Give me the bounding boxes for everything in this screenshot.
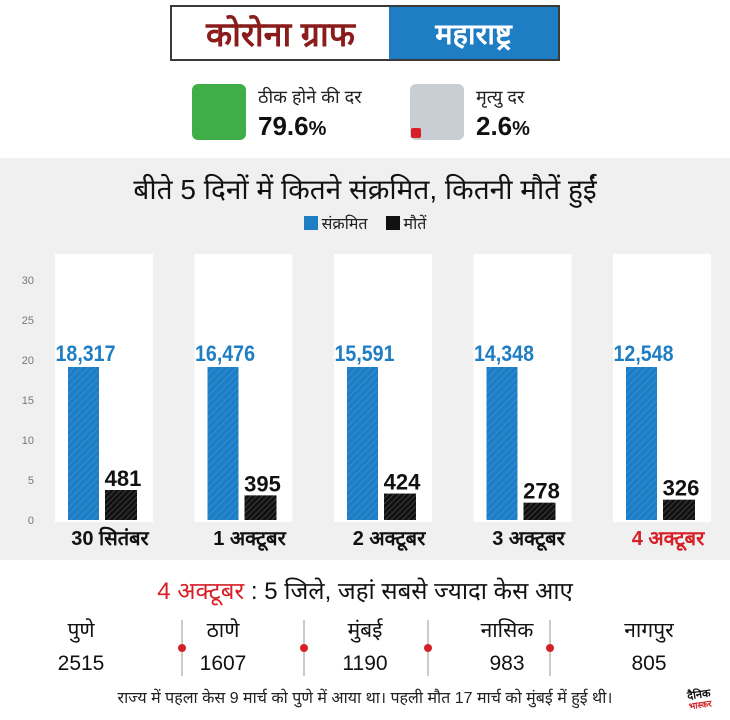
bar-deaths-label: 278	[523, 479, 560, 504]
y-tick-label: 30	[22, 275, 34, 287]
publisher-logo: दैनिक भास्कर	[686, 687, 713, 712]
category-label: 3 अक्टूबर	[492, 528, 565, 551]
bar-deaths-label: 326	[663, 476, 700, 501]
district-count: 805	[631, 652, 667, 675]
death-rate-swatch	[410, 84, 464, 140]
district-item: ठाणे 1607	[152, 616, 294, 680]
districts-list: पुणे 2515 ठाणे 1607 मुंबई 1190 नासिक 983…	[10, 616, 720, 680]
legend-label-infected: संक्रमित	[321, 216, 368, 233]
y-tick-label: 10	[22, 435, 34, 447]
bar-infected-label: 14,348	[474, 341, 534, 366]
bar-infected	[626, 367, 657, 520]
districts-heading-text: 5 जिले, जहां सबसे ज्यादा केस आए	[264, 578, 573, 605]
bar-deaths-label: 481	[105, 466, 142, 491]
death-rate-label: मृत्यु दर	[476, 87, 525, 107]
bar-infected-label: 12,548	[614, 341, 674, 366]
y-tick-label: 15	[22, 395, 34, 407]
category-label: 30 सितंबर	[71, 526, 149, 550]
chart-title: बीते 5 दिनों में कितने संक्रमित, कितनी म…	[133, 174, 597, 205]
graph-title: कोरोना ग्राफ	[172, 7, 389, 59]
category-label: 2 अक्टूबर	[353, 528, 426, 551]
footer-note: राज्य में पहला केस 9 मार्च को पुणे में आ…	[117, 690, 613, 707]
bar-infected-label: 18,317	[56, 341, 116, 366]
bar-infected	[68, 367, 99, 520]
district-name: मुंबई	[347, 619, 383, 642]
bar-infected-label: 16,476	[195, 341, 255, 366]
legend-item-infected: संक्रमित	[303, 212, 368, 234]
district-count: 1190	[342, 652, 388, 675]
bar-deaths	[105, 490, 137, 520]
state-title: महाराष्ट्र	[389, 7, 558, 59]
bar-infected	[207, 367, 239, 520]
bar-deaths	[663, 499, 695, 520]
y-tick-label: 0	[28, 515, 34, 527]
bar-deaths-label: 395	[244, 471, 281, 496]
title-bar: कोरोना ग्राफ महाराष्ट्र	[170, 5, 560, 61]
district-separator	[178, 620, 186, 676]
bar-deaths-label: 424	[384, 470, 421, 495]
district-name: नासिक	[480, 619, 534, 642]
bar-infected	[486, 367, 518, 520]
chart-panel: बीते 5 दिनों में कितने संक्रमित, कितनी म…	[0, 158, 730, 560]
district-name: ठाणे	[206, 619, 240, 642]
y-tick-label: 5	[28, 475, 34, 487]
chart-legend: संक्रमित मौतें	[0, 212, 730, 234]
districts-heading-separator: :	[244, 578, 265, 605]
district-item: मुंबई 1190	[294, 616, 436, 680]
recovery-rate-swatch	[192, 84, 246, 140]
district-separator	[546, 620, 554, 676]
bar-chart: 0 5 10 15 20 25 30 18,317 481 30 सितंबर 16,476 395 1…	[22, 254, 711, 551]
y-tick-label: 20	[22, 355, 34, 367]
district-name: पुणे	[67, 619, 95, 642]
category-label: 1 अक्टूबर	[213, 528, 286, 551]
legend-swatch-infected	[303, 216, 318, 230]
legend-swatch-deaths	[385, 216, 400, 230]
district-count: 2515	[57, 652, 105, 675]
recovery-rate-label: ठीक होने की दर	[258, 87, 362, 107]
recovery-rate-value: 79.6%	[258, 111, 327, 141]
bar-infected	[347, 367, 378, 520]
district-separator	[300, 620, 308, 676]
bar-infected-label: 15,591	[335, 341, 395, 366]
bar-deaths	[384, 493, 416, 520]
legend-label-deaths: मौतें	[403, 216, 427, 233]
district-count: 983	[489, 652, 525, 675]
district-name: नागपुर	[624, 619, 674, 642]
district-item: पुणे 2515	[10, 616, 152, 680]
districts-heading-date: 4 अक्टूबर	[157, 578, 245, 605]
bar-deaths	[523, 502, 556, 520]
district-count: 1607	[199, 652, 247, 675]
category-label: 4 अक्टूबर	[632, 528, 705, 551]
y-tick-label: 25	[22, 315, 34, 327]
bar-deaths	[244, 495, 277, 520]
district-item: नागपुर 805	[578, 616, 720, 680]
district-item: नासिक 983	[436, 616, 578, 680]
district-separator	[424, 620, 432, 676]
death-rate-value: 2.6%	[476, 111, 530, 141]
legend-item-deaths: मौतें	[385, 212, 427, 234]
death-rate-marker	[411, 128, 421, 138]
districts-heading: 4 अक्टूबर : 5 जिले, जहां सबसे ज्यादा केस…	[0, 574, 730, 607]
